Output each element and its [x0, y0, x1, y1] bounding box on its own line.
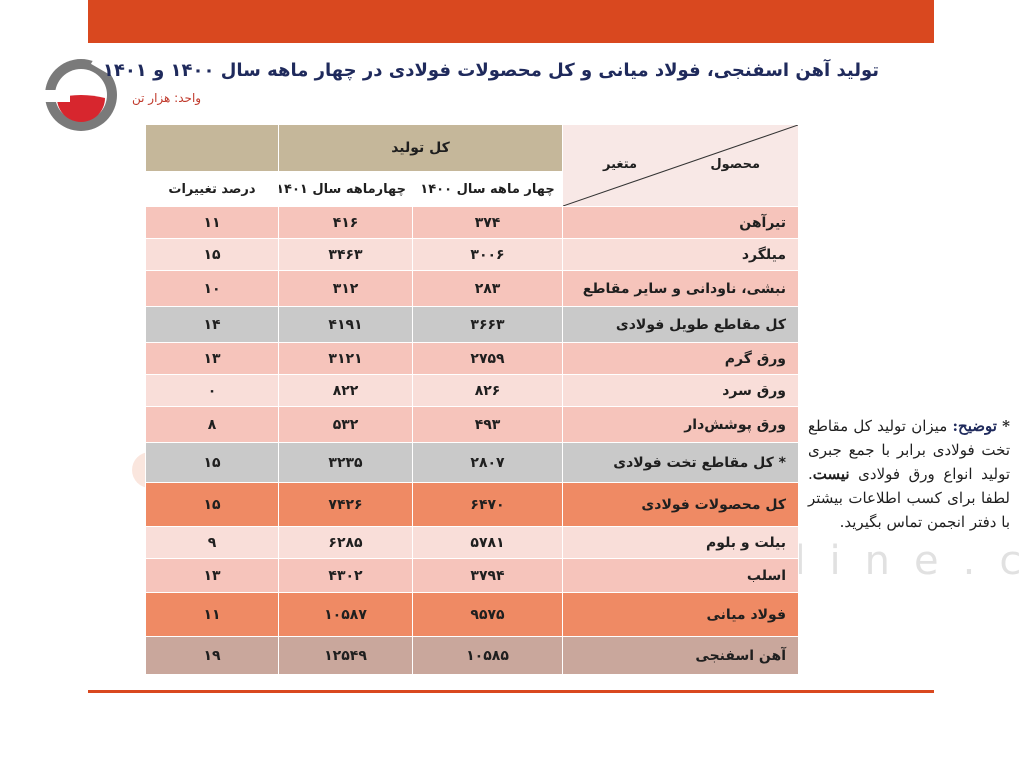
value-change: ۱۰: [145, 270, 279, 307]
table-row: کل محصولات فولادی ۶۴۷۰ ۷۴۲۶ ۱۵: [145, 482, 800, 527]
table-row: میلگرد ۳۰۰۶ ۳۴۶۳ ۱۵: [145, 238, 800, 271]
product-name: ورق سرد: [562, 374, 800, 407]
value-change: ۱۳: [145, 342, 279, 375]
table-row: * کل مقاطع تخت فولادی ۲۸۰۷ ۳۲۳۵ ۱۵: [145, 442, 800, 483]
chilan-logo: [36, 52, 126, 138]
note-label: توضیح:: [952, 417, 997, 435]
page-title: تولید آهن اسفنجی، فولاد میانی و کل محصول…: [102, 60, 879, 81]
product-name: ورق پوشش‌دار: [562, 406, 800, 443]
corner-product-label: محصول: [710, 157, 761, 172]
table-row: ورق پوشش‌دار ۴۹۳ ۵۳۲ ۸: [145, 406, 800, 443]
column-header-change: درصد تغییرات: [145, 171, 279, 207]
corner-diagonal: [563, 125, 798, 206]
note-text-after: . لطفا برای کسب اطلاعات بیشتر با دفتر ان…: [808, 465, 1010, 531]
corner-variable-label: متغیر: [603, 157, 638, 172]
product-name: نبشی، ناودانی و سایر مقاطع: [562, 270, 800, 307]
corner-header-cell: محصول متغیر: [562, 124, 800, 207]
value-1400: ۴۹۳: [412, 406, 564, 443]
value-1401: ۳۴۶۳: [277, 238, 414, 271]
product-name: میلگرد: [562, 238, 800, 271]
value-change: ۱۵: [145, 238, 279, 271]
product-name: اسلب: [562, 558, 800, 593]
value-1400: ۶۴۷۰: [412, 482, 564, 527]
value-1400: ۹۵۷۵: [412, 592, 564, 637]
value-1401: ۴۱۶: [277, 206, 414, 239]
value-1400: ۳۶۶۳: [412, 306, 564, 343]
value-1401: ۷۴۲۶: [277, 482, 414, 527]
value-1400: ۲۸۳: [412, 270, 564, 307]
value-1401: ۴۱۹۱: [277, 306, 414, 343]
value-1401: ۴۳۰۲: [277, 558, 414, 593]
column-header-1400: چهار ماهه سال ۱۴۰۰: [412, 171, 564, 207]
product-name: کل مقاطع طویل فولادی: [562, 306, 800, 343]
production-table: محصول متغیر کل تولید چهار ماهه سال ۱۴۰۰ …: [145, 124, 800, 675]
table-row: اسلب ۳۷۹۴ ۴۳۰۲ ۱۳: [145, 558, 800, 593]
value-1401: ۸۲۲: [277, 374, 414, 407]
table-row: بیلت و بلوم ۵۷۸۱ ۶۲۸۵ ۹: [145, 526, 800, 559]
value-1401: ۳۲۳۵: [277, 442, 414, 483]
value-change: ۱۵: [145, 482, 279, 527]
product-name: * کل مقاطع تخت فولادی: [562, 442, 800, 483]
group-header-total-production: کل تولید: [277, 124, 564, 172]
value-1401: ۳۱۲: [277, 270, 414, 307]
value-1400: ۸۲۶: [412, 374, 564, 407]
product-name: کل محصولات فولادی: [562, 482, 800, 527]
value-1401: ۱۲۵۴۹: [277, 636, 414, 675]
value-1401: ۳۱۲۱: [277, 342, 414, 375]
table-row: ورق سرد ۸۲۶ ۸۲۲ ۰: [145, 374, 800, 407]
value-1400: ۱۰۵۸۵: [412, 636, 564, 675]
value-change: ۱۱: [145, 206, 279, 239]
note-emphasis: نیست: [812, 465, 850, 483]
group-header-empty: [145, 124, 279, 172]
table-row: آهن اسفنجی ۱۰۵۸۵ ۱۲۵۴۹ ۱۹: [145, 636, 800, 675]
value-1400: ۳۰۰۶: [412, 238, 564, 271]
value-1400: ۲۸۰۷: [412, 442, 564, 483]
explanation-note: * توضیح: میزان تولید کل مقاطع تخت فولادی…: [808, 414, 1010, 534]
value-1401: ۵۳۲: [277, 406, 414, 443]
value-1400: ۳۷۴: [412, 206, 564, 239]
value-1401: ۶۲۸۵: [277, 526, 414, 559]
column-header-1401: چهارماهه سال ۱۴۰۱: [277, 171, 414, 207]
value-change: ۱۳: [145, 558, 279, 593]
product-name: بیلت و بلوم: [562, 526, 800, 559]
value-change: ۱۹: [145, 636, 279, 675]
value-1401: ۱۰۵۸۷: [277, 592, 414, 637]
product-name: تیرآهن: [562, 206, 800, 239]
product-name: ورق گرم: [562, 342, 800, 375]
table-row: کل مقاطع طویل فولادی ۳۶۶۳ ۴۱۹۱ ۱۴: [145, 306, 800, 343]
value-change: ۰: [145, 374, 279, 407]
value-change: ۹: [145, 526, 279, 559]
table-row: ورق گرم ۲۷۵۹ ۳۱۲۱ ۱۳: [145, 342, 800, 375]
product-name: آهن اسفنجی: [562, 636, 800, 675]
value-change: ۱۱: [145, 592, 279, 637]
table-row: تیرآهن ۳۷۴ ۴۱۶ ۱۱: [145, 206, 800, 239]
note-star: *: [1002, 417, 1010, 435]
value-change: ۱۴: [145, 306, 279, 343]
value-1400: ۳۷۹۴: [412, 558, 564, 593]
product-name: فولاد میانی: [562, 592, 800, 637]
value-1400: ۲۷۵۹: [412, 342, 564, 375]
value-1400: ۵۷۸۱: [412, 526, 564, 559]
table-row: فولاد میانی ۹۵۷۵ ۱۰۵۸۷ ۱۱: [145, 592, 800, 637]
bottom-divider-line: [88, 690, 934, 693]
value-change: ۱۵: [145, 442, 279, 483]
unit-label: واحد: هزار تن: [132, 91, 202, 105]
table-row: نبشی، ناودانی و سایر مقاطع ۲۸۳ ۳۱۲ ۱۰: [145, 270, 800, 307]
top-banner-bar: [88, 0, 934, 43]
note-text-before: میزان تولید کل مقاطع تخت فولادی برابر با…: [808, 417, 1010, 483]
value-change: ۸: [145, 406, 279, 443]
